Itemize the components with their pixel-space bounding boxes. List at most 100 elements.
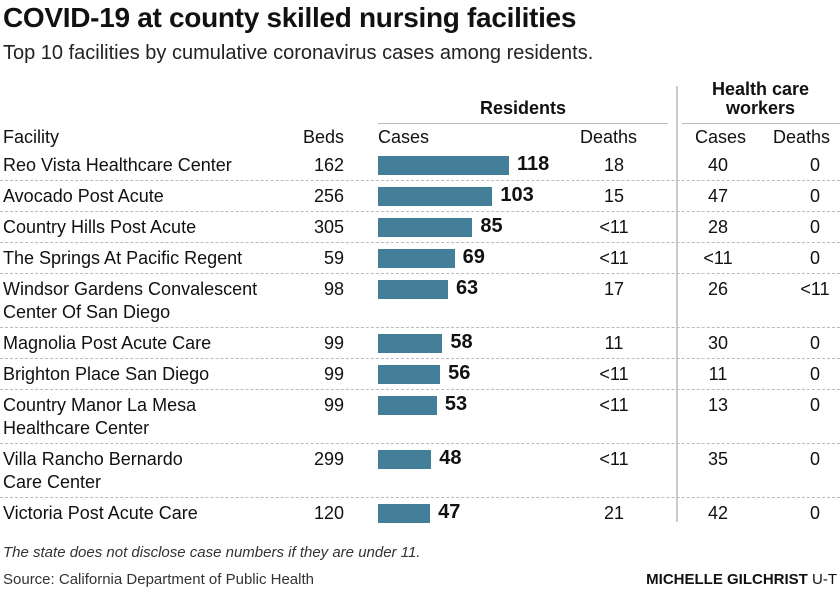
worker-deaths: 0	[809, 186, 820, 206]
beds-value: 99	[323, 395, 344, 415]
beds-value: 99	[323, 333, 344, 353]
row-separator	[0, 443, 840, 444]
case-bar	[378, 504, 431, 523]
beds-value: 256	[313, 186, 344, 206]
worker-deaths: 0	[809, 217, 820, 237]
table-row: Reo Vista Healthcare Center 162 118 18 40 0	[0, 150, 840, 181]
facility-name: Villa Rancho Bernardo	[3, 449, 183, 469]
case-label: 53	[444, 393, 468, 415]
case-label: 103	[500, 184, 534, 206]
case-bar	[378, 396, 437, 415]
case-bar	[378, 156, 509, 175]
resident-deaths: <11	[599, 248, 629, 268]
case-label: 47	[438, 501, 461, 523]
case-label: 58	[450, 331, 473, 353]
resident-deaths: 18	[603, 155, 625, 175]
header-facility: Facility	[3, 127, 60, 147]
worker-deaths: <11	[800, 279, 830, 299]
table-row: The Springs At Pacific Regent 59 69 <11 <11 0	[0, 243, 840, 274]
worker-cases: 28	[707, 217, 729, 237]
case-label: 118	[517, 153, 550, 175]
resident-deaths: 15	[603, 186, 625, 206]
row-separator	[0, 273, 840, 274]
beds-value: 98	[323, 279, 344, 299]
workers-rule	[682, 123, 840, 124]
row-separator	[0, 242, 840, 243]
case-bar	[378, 218, 473, 237]
row-separator	[0, 211, 840, 212]
resident-deaths: <11	[599, 449, 629, 469]
facility-name: Care Center	[3, 472, 102, 492]
worker-deaths: 0	[809, 449, 820, 469]
facility-name: Reo Vista Healthcare Center	[3, 155, 232, 175]
resident-deaths: <11	[599, 217, 629, 237]
worker-cases: 30	[707, 333, 729, 353]
case-label: 69	[462, 246, 485, 268]
credit-org: U-T	[812, 571, 837, 588]
worker-deaths: 0	[809, 155, 820, 175]
facility-name: Brighton Place San Diego	[3, 364, 210, 384]
workers-group-label-2: workers	[725, 98, 796, 118]
facility-name: The Springs At Pacific Regent	[3, 248, 243, 268]
row-separator	[0, 327, 840, 328]
header-worker-deaths: Deaths	[773, 127, 831, 147]
worker-deaths: 0	[809, 364, 820, 384]
credit: MICHELLE GILCHRIST U-T	[646, 571, 837, 588]
beds-value: 162	[313, 155, 344, 175]
facility-name: Healthcare Center	[3, 418, 150, 438]
worker-cases: 42	[707, 503, 729, 523]
table-row: Brighton Place San Diego 99 56 <11 11 0	[0, 359, 840, 390]
resident-deaths: 17	[603, 279, 625, 299]
resident-deaths: 11	[604, 333, 624, 353]
beds-value: 99	[323, 364, 344, 384]
case-bar	[378, 334, 443, 353]
case-label: 63	[455, 277, 479, 299]
facility-name: Country Manor La Mesa	[3, 395, 197, 415]
header-beds: Beds	[302, 127, 344, 147]
beds-value: 120	[313, 503, 344, 523]
case-bar	[378, 187, 493, 206]
table-row: Avocado Post Acute 256 103 15 47 0	[0, 181, 840, 212]
facility-name: Country Hills Post Acute	[3, 217, 197, 237]
worker-cases: 26	[707, 279, 729, 299]
worker-cases: 13	[707, 395, 729, 415]
case-bar	[378, 365, 441, 384]
case-bar	[378, 249, 455, 268]
facility-name: Avocado Post Acute	[3, 186, 164, 206]
facility-name: Magnolia Post Acute Care	[3, 333, 212, 353]
worker-cases: 47	[707, 186, 729, 206]
group-divider	[676, 86, 678, 522]
worker-deaths: 0	[809, 395, 820, 415]
residents-group-label: Residents	[479, 98, 567, 118]
worker-deaths: 0	[809, 503, 820, 523]
row-separator	[0, 497, 840, 498]
facility-name: Windsor Gardens Convalescent	[3, 279, 258, 299]
credit-name: MICHELLE GILCHRIST	[646, 571, 808, 588]
footnote: The state does not disclose case numbers…	[3, 544, 421, 561]
table-row: Villa Rancho Bernardo Care Center 299 48 <11…	[0, 444, 840, 498]
worker-deaths: 0	[809, 248, 820, 268]
worker-cases: <11	[703, 248, 733, 268]
table-row: Victoria Post Acute Care 120 47 21 42 0	[0, 498, 840, 529]
header-worker-cases: Cases	[695, 127, 747, 147]
chart-subtitle: Top 10 facilities by cumulative coronavi…	[3, 42, 594, 64]
worker-cases: 40	[707, 155, 729, 175]
workers-group-label-1: Health care	[711, 79, 810, 99]
case-label: 48	[439, 447, 462, 469]
header-resident-deaths: Deaths	[580, 127, 638, 147]
row-separator	[0, 389, 840, 390]
beds-value: 59	[323, 248, 344, 268]
row-separator	[0, 180, 840, 181]
case-label: 85	[480, 215, 503, 237]
row-separator	[0, 358, 840, 359]
beds-value: 305	[313, 217, 344, 237]
case-label: 56	[448, 362, 471, 384]
facility-name: Center Of San Diego	[3, 302, 171, 322]
case-bar	[378, 280, 448, 299]
case-bar	[378, 450, 432, 469]
chart-title: COVID-19 at county skilled nursing facil…	[3, 2, 577, 33]
table-row: Windsor Gardens Convalescent Center Of Sa…	[0, 274, 840, 328]
beds-value: 299	[313, 449, 344, 469]
residents-rule	[378, 123, 668, 124]
